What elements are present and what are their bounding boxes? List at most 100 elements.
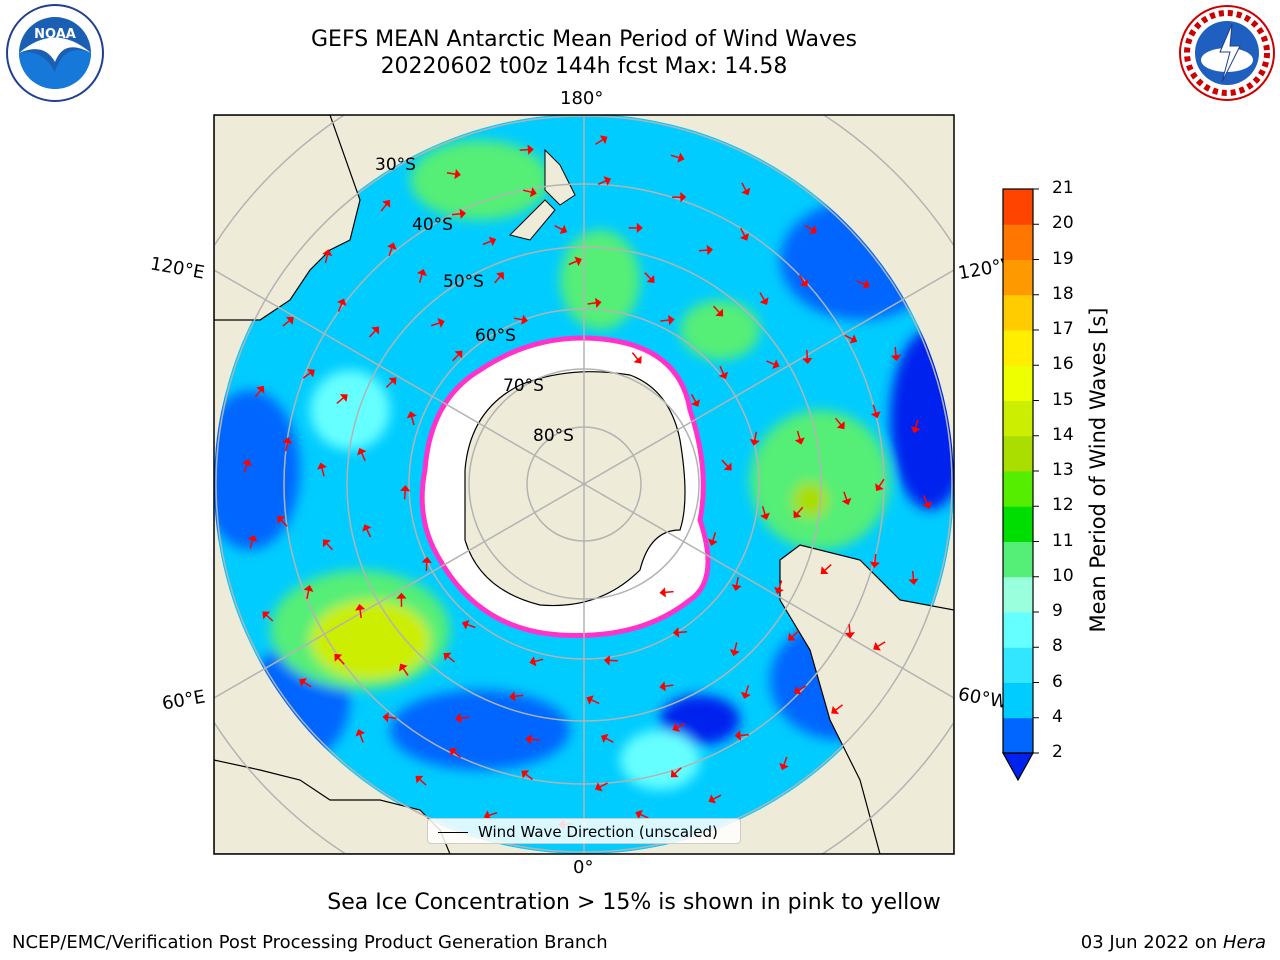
- wind-wave-arrow: [783, 756, 788, 766]
- wind-wave-arrow: [447, 655, 455, 663]
- wind-wave-arrow: [914, 419, 919, 429]
- wind-wave-arrow: [834, 704, 843, 711]
- wind-wave-arrow: [365, 528, 372, 538]
- wind-wave-arrowhead-icon: [594, 782, 603, 792]
- wind-wave-arrowhead-icon: [844, 632, 855, 639]
- wind-wave-arrowhead-icon: [262, 611, 271, 620]
- wind-wave-arrowhead-icon: [247, 534, 258, 542]
- wind-wave-arrowhead-icon: [334, 653, 343, 662]
- wind-wave-arrow: [453, 751, 462, 758]
- wind-wave-arrowhead-icon: [707, 538, 718, 546]
- wind-wave-arrow: [677, 630, 687, 634]
- wind-wave-arrowhead-icon: [303, 584, 314, 592]
- wind-wave-arrowhead-icon: [734, 730, 741, 741]
- wind-wave-arrow: [711, 532, 717, 542]
- wind-wave-arrowhead-icon: [421, 556, 432, 563]
- wind-wave-arrowhead-icon: [820, 566, 829, 575]
- wind-wave-arrow: [451, 212, 461, 216]
- wind-wave-arrowhead-icon: [339, 394, 348, 403]
- colorbar-label: Mean Period of Wind Waves [s]: [1086, 307, 1110, 633]
- wind-wave-arrow: [664, 684, 674, 688]
- colorbar-tick-label: 17: [1052, 319, 1074, 339]
- wind-wave-arrow: [712, 305, 721, 314]
- colorbar-segment: [1003, 435, 1033, 472]
- wind-wave-arrow: [403, 490, 406, 500]
- wind-wave-arrowhead-icon: [387, 242, 397, 250]
- wind-wave-arrow: [856, 280, 866, 286]
- wind-wave-arrow: [525, 773, 533, 781]
- wind-wave-arrowhead-icon: [256, 385, 265, 394]
- wind-wave-arrowhead-icon: [396, 592, 407, 599]
- wind-wave-arrowhead-icon: [794, 437, 805, 445]
- wind-wave-arrowhead-icon: [282, 437, 293, 444]
- colorbar-tick-label: 21: [1052, 178, 1074, 198]
- wind-wave-arrowhead-icon: [715, 308, 724, 317]
- wind-wave-arrowhead-icon: [862, 279, 870, 290]
- wind-wave-arrowhead-icon: [527, 144, 534, 155]
- wind-wave-arrow: [336, 397, 345, 404]
- colorbar-extend-triangle: [1001, 752, 1035, 782]
- wind-wave-arrow: [249, 539, 254, 549]
- wind-wave-arrow: [387, 716, 397, 719]
- colorbar-segment: [1003, 294, 1033, 331]
- wind-wave-arrow: [798, 274, 806, 284]
- wind-wave-arrow: [568, 260, 578, 266]
- wind-wave-arrowhead-icon: [910, 426, 921, 434]
- wind-wave-arrow: [923, 495, 928, 505]
- wind-wave-arrowhead-icon: [496, 272, 505, 280]
- colorbar-segment: [1003, 365, 1033, 401]
- wind-wave-arrowhead-icon: [708, 794, 717, 804]
- wind-wave-arrowhead-icon: [595, 297, 602, 309]
- wind-wave-arrowhead-icon: [415, 775, 424, 784]
- wind-wave-arrow: [282, 319, 291, 327]
- wind-wave-arrow: [797, 685, 807, 692]
- wind-wave-arrowhead-icon: [488, 236, 497, 247]
- colorbar-tick-label: 10: [1052, 565, 1074, 586]
- colorbar-tick-label: 15: [1052, 389, 1074, 410]
- colorbar-segment: [1003, 189, 1033, 225]
- colorbar-segment: [1003, 541, 1033, 578]
- wind-wave-arrowhead-icon: [299, 678, 307, 687]
- wind-wave-arrowhead-icon: [729, 649, 740, 657]
- wind-wave-arrow: [676, 722, 686, 729]
- wind-wave-arrowhead-icon: [242, 459, 252, 467]
- wind-wave-arrowhead-icon: [793, 510, 802, 518]
- wind-wave-arrowhead-icon: [437, 318, 445, 328]
- wind-wave-arrow: [739, 733, 749, 737]
- wind-wave-arrow: [670, 154, 680, 159]
- wind-wave-arrowhead-icon: [774, 586, 784, 594]
- wind-wave-arrowhead-icon: [869, 561, 880, 569]
- wind-wave-arrow: [796, 506, 804, 515]
- wind-wave-arrowhead-icon: [836, 421, 845, 430]
- wind-wave-arrow: [599, 782, 608, 788]
- wind-wave-arrow: [554, 225, 563, 231]
- wind-wave-arrow: [265, 614, 274, 622]
- wind-wave-arrowhead-icon: [399, 485, 411, 492]
- colorbar-tick-label: 16: [1052, 354, 1074, 375]
- wind-wave-arrowhead-icon: [890, 354, 902, 362]
- wind-wave-arrowhead-icon: [672, 627, 680, 638]
- wind-wave-arrow: [321, 467, 325, 477]
- wind-wave-arrowhead-icon: [718, 371, 729, 380]
- wind-wave-arrow: [460, 716, 470, 720]
- wind-wave-arrowhead-icon: [749, 438, 760, 446]
- colorbar-tick-label: 9: [1052, 601, 1063, 621]
- lon-label-0: 0°: [573, 857, 594, 878]
- wind-wave-arrowhead-icon: [870, 411, 881, 419]
- wind-wave-arrowhead-icon: [922, 501, 932, 509]
- wind-wave-arrowhead-icon: [483, 810, 491, 821]
- wind-wave-arrowhead-icon: [462, 619, 470, 630]
- colorbar-tick-label: 4: [1052, 706, 1063, 727]
- wind-wave-arrow: [673, 767, 682, 775]
- wind-wave-arrowhead-icon: [529, 187, 537, 198]
- wind-wave-arrowhead-icon: [908, 578, 919, 585]
- wind-wave-arrowhead-icon: [355, 729, 366, 737]
- wind-wave-arrow: [823, 564, 832, 572]
- australia: [214, 115, 361, 321]
- wind-wave-arrow: [664, 590, 674, 594]
- legend-line-icon: [438, 832, 468, 833]
- wind-wave-arrow: [872, 404, 877, 414]
- wind-wave-arrowhead-icon: [706, 244, 714, 256]
- wind-wave-arrow: [844, 334, 853, 340]
- lat-label-70s: 70°S: [503, 376, 544, 396]
